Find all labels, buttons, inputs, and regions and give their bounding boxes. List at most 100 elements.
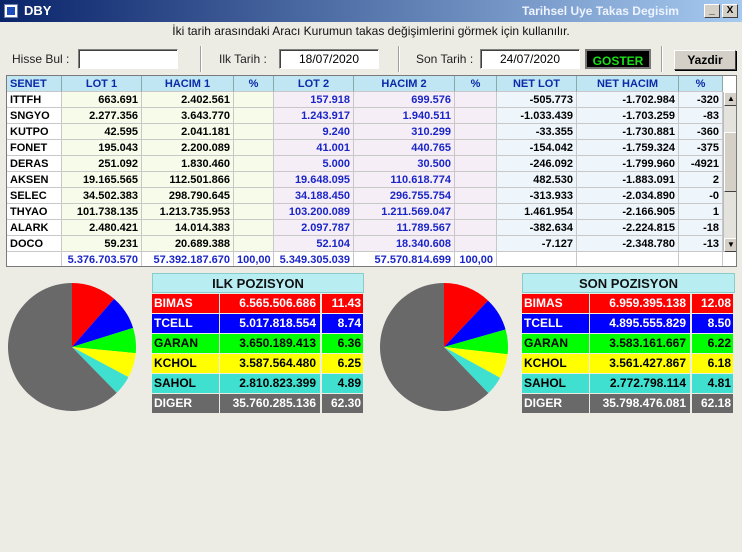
table-cell — [455, 92, 497, 108]
table-row[interactable]: SNGYO 2.277.356 3.643.770 1.243.917 1.940.51… — [7, 108, 736, 124]
table-cell: 20.689.388 — [142, 236, 234, 252]
search-field[interactable] — [78, 49, 178, 69]
window-title: DBY — [24, 3, 52, 18]
start-date-field[interactable]: 18/07/2020 — [279, 49, 379, 69]
column-header[interactable]: SENET — [7, 76, 62, 92]
position-row: DIGER 35.798.476.081 62.18 — [522, 394, 734, 413]
position-row: TCELL 4.895.555.829 8.50 — [522, 314, 734, 333]
table-cell: 18.340.608 — [354, 236, 455, 252]
column-header[interactable]: % — [234, 76, 274, 92]
table-cell — [234, 172, 274, 188]
table-row[interactable]: AKSEN 19.165.565 112.501.866 19.648.095 110.… — [7, 172, 736, 188]
table-row[interactable]: ALARK 2.480.421 14.014.383 2.097.787 11.789.… — [7, 220, 736, 236]
table-cell: ALARK — [7, 220, 62, 236]
position-row: SAHOL 2.772.798.114 4.81 — [522, 374, 734, 393]
table-cell: -382.634 — [497, 220, 577, 236]
position-percent: 6.25 — [322, 354, 363, 373]
table-row[interactable]: DERAS 251.092 1.830.460 5.000 30.500 -246.092… — [7, 156, 736, 172]
vertical-scrollbar[interactable]: ▲ ▼ — [723, 92, 736, 252]
print-button[interactable]: Yazdir — [674, 50, 736, 70]
table-cell: 2.402.561 — [142, 92, 234, 108]
table-cell: 298.790.645 — [142, 188, 234, 204]
table-cell: ITTFH — [7, 92, 62, 108]
pie-slice-kchol — [444, 347, 508, 378]
position-value: 3.583.161.667 — [590, 334, 690, 353]
column-header[interactable]: LOT 2 — [274, 76, 354, 92]
usage-hint: İki tarih arasındaki Aracı Kurumun takas… — [172, 24, 570, 38]
close-button[interactable]: X — [722, 4, 738, 18]
position-row: DIGER 35.760.285.136 62.30 — [152, 394, 364, 413]
column-header[interactable]: % — [455, 76, 497, 92]
table-cell: -7.127 — [497, 236, 577, 252]
table-cell — [7, 252, 62, 266]
table-cell: 112.501.866 — [142, 172, 234, 188]
table-cell: 1.830.460 — [142, 156, 234, 172]
minimize-button[interactable]: _ — [704, 4, 720, 18]
table-row[interactable]: FONET 195.043 2.200.089 41.001 440.765 -154.0… — [7, 140, 736, 156]
table-cell: -0 — [679, 188, 723, 204]
pie-slice-tcell — [72, 298, 134, 347]
table-row[interactable]: DOCO 59.231 20.689.388 52.104 18.340.608 -7.1… — [7, 236, 736, 252]
column-header[interactable]: NET LOT — [497, 76, 577, 92]
position-symbol: SAHOL — [152, 374, 219, 393]
table-cell: 699.576 — [354, 92, 455, 108]
table-cell: -4921 — [679, 156, 723, 172]
table-cell — [497, 252, 577, 266]
column-header[interactable]: HACIM 1 — [142, 76, 234, 92]
table-totals-row[interactable]: 5.376.703.570 57.392.187.670 100,00 5.349.3… — [7, 252, 736, 266]
table-cell: 41.001 — [274, 140, 354, 156]
table-cell: -83 — [679, 108, 723, 124]
table-cell: -1.033.439 — [497, 108, 577, 124]
scroll-down-button[interactable]: ▼ — [724, 238, 736, 252]
pie-slice-diger — [8, 283, 117, 411]
scroll-up-button[interactable]: ▲ — [724, 92, 736, 106]
position-value: 4.895.555.829 — [590, 314, 690, 333]
position-value: 3.587.564.480 — [220, 354, 320, 373]
table-row[interactable]: ITTFH 663.691 2.402.561 157.918 699.576 -505.… — [7, 92, 736, 108]
table-cell — [455, 236, 497, 252]
table-row[interactable]: THYAO 101.738.135 1.213.735.953 103.200.089… — [7, 204, 736, 220]
pie-slice-sahol — [72, 347, 129, 393]
data-grid[interactable]: SENET LOT 1 HACIM 1 % LOT 2 HACIM 2 % NE… — [6, 75, 737, 267]
end-date-field[interactable]: 24/07/2020 — [480, 49, 580, 69]
show-button[interactable]: GOSTER — [585, 49, 651, 69]
pie-slice-bimas — [72, 283, 115, 347]
position-symbol: KCHOL — [522, 354, 589, 373]
table-cell: 59.231 — [62, 236, 142, 252]
table-cell — [679, 252, 723, 266]
table-cell: 1.940.511 — [354, 108, 455, 124]
table-cell: 3.643.770 — [142, 108, 234, 124]
last-position-title: SON POZISYON — [522, 273, 735, 293]
search-input[interactable] — [79, 50, 177, 68]
table-cell: -320 — [679, 92, 723, 108]
table-cell: 440.765 — [354, 140, 455, 156]
table-cell: 2 — [679, 172, 723, 188]
table-cell — [455, 188, 497, 204]
table-cell: 5.349.305.039 — [274, 252, 354, 266]
close-icon: X — [726, 5, 734, 16]
pie-slice-diger — [380, 283, 489, 411]
position-percent: 62.18 — [692, 394, 733, 413]
position-row: BIMAS 6.565.506.686 11.43 — [152, 294, 364, 313]
column-header[interactable]: NET HACIM — [577, 76, 679, 92]
pie-slice-kchol — [72, 347, 136, 378]
scroll-thumb[interactable] — [724, 132, 736, 192]
table-cell: 251.092 — [62, 156, 142, 172]
position-percent: 62.30 — [322, 394, 363, 413]
position-symbol: DIGER — [522, 394, 589, 413]
table-cell: 2.480.421 — [62, 220, 142, 236]
position-value: 5.017.818.554 — [220, 314, 320, 333]
table-row[interactable]: KUTPO 42.595 2.041.181 9.240 310.299 -33.355-… — [7, 124, 736, 140]
column-header[interactable]: HACIM 2 — [354, 76, 455, 92]
column-header[interactable]: % — [679, 76, 723, 92]
table-cell: -2.034.890 — [577, 188, 679, 204]
position-row: BIMAS 6.959.395.138 12.08 — [522, 294, 734, 313]
column-header[interactable]: LOT 1 — [62, 76, 142, 92]
table-cell: 296.755.754 — [354, 188, 455, 204]
position-value: 35.760.285.136 — [220, 394, 320, 413]
table-cell: FONET — [7, 140, 62, 156]
table-row[interactable]: SELEC 34.502.383 298.790.645 34.188.450 296.… — [7, 188, 736, 204]
pie-slice-garan — [72, 327, 136, 354]
table-cell — [455, 204, 497, 220]
table-cell: 100,00 — [455, 252, 497, 266]
